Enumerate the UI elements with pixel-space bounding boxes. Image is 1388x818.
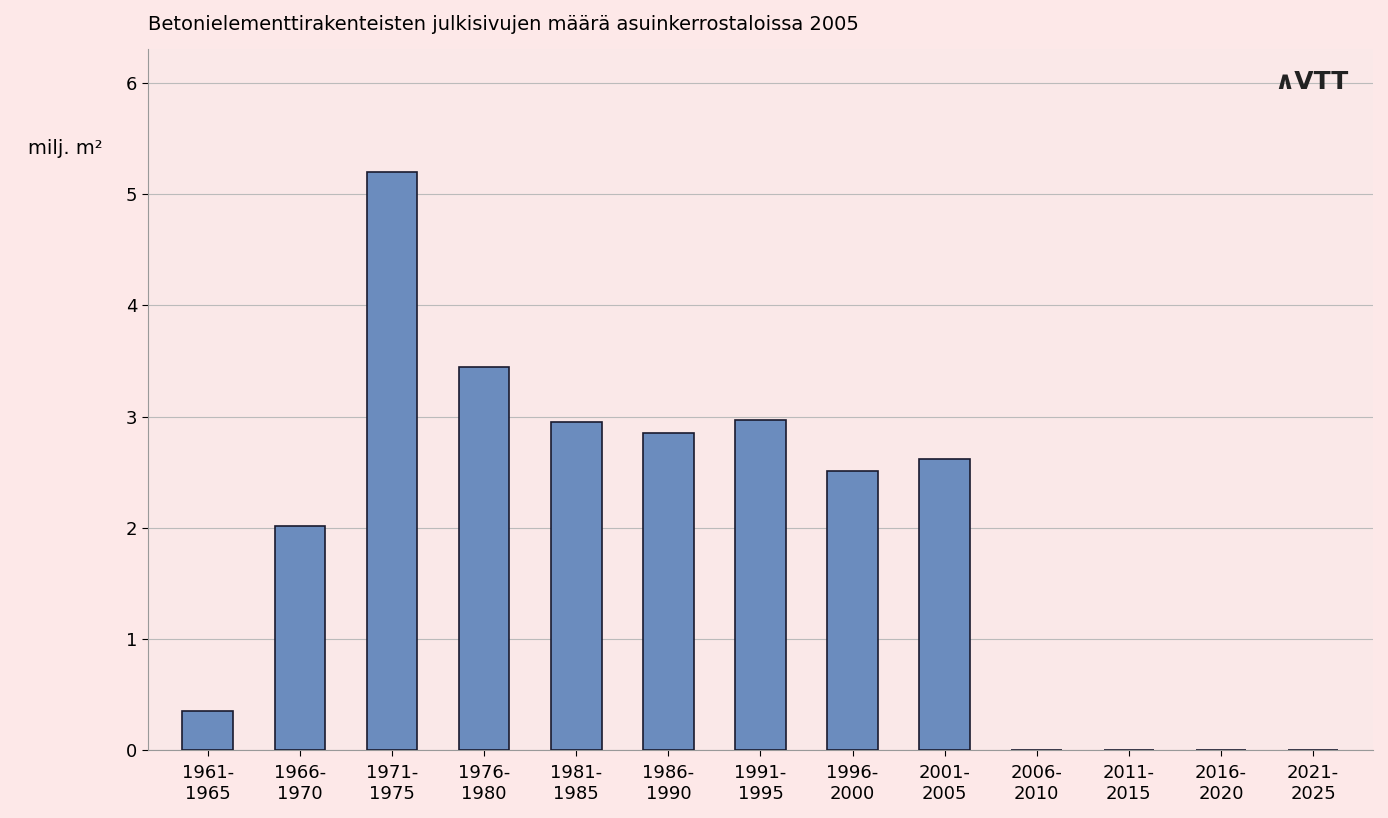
Text: milj. m²: milj. m²: [28, 139, 103, 158]
Bar: [459, 366, 509, 750]
Bar: [736, 420, 786, 750]
Bar: [275, 526, 325, 750]
Bar: [182, 712, 233, 750]
Bar: [551, 422, 601, 750]
Bar: [366, 172, 418, 750]
Bar: [643, 434, 694, 750]
Bar: [919, 459, 970, 750]
Text: Betonielementtirakenteisten julkisivujen määrä asuinkerrostaloissa 2005: Betonielementtirakenteisten julkisivujen…: [149, 15, 859, 34]
Text: ∧VTT: ∧VTT: [1274, 70, 1349, 94]
Bar: [827, 471, 879, 750]
